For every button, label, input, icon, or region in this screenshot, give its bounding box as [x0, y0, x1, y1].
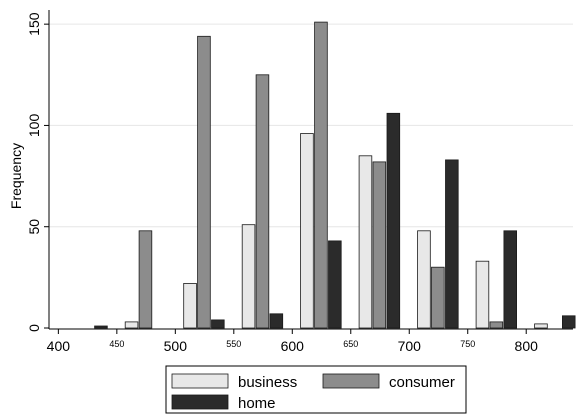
bar-business: [241, 224, 256, 329]
legend-label-business: business: [238, 374, 297, 391]
x-tick-label: 750: [460, 339, 475, 349]
x-tick-label: 550: [226, 339, 241, 349]
bars: [94, 21, 576, 329]
x-tick-label: 400: [47, 338, 71, 354]
legend-label-home: home: [238, 395, 276, 412]
bar-consumer: [255, 74, 270, 329]
bar-home: [269, 313, 284, 329]
bar-business: [475, 260, 490, 329]
bar-home: [94, 325, 108, 329]
bar-business: [358, 155, 373, 329]
x-tick-label: 500: [164, 338, 188, 354]
bar-business: [183, 282, 197, 329]
bar-consumer: [431, 266, 445, 329]
bar-home: [211, 319, 225, 329]
legend-label-consumer: consumer: [389, 374, 455, 391]
bar-home: [503, 230, 517, 329]
x-tick-label: 600: [281, 338, 305, 354]
x-tick-label: 800: [515, 338, 539, 354]
y-tick-label: 0: [26, 324, 42, 332]
y-tick-label: 50: [26, 219, 42, 235]
bar-business: [534, 323, 548, 329]
legend-swatch-business: [171, 373, 229, 389]
bar-home: [562, 315, 576, 329]
x-tick-label: 450: [109, 339, 124, 349]
legend-swatch-consumer: [322, 373, 380, 389]
axes: 0 50 100 150 400 450 500 550 600 650 700 750 800: [26, 10, 573, 354]
bar-business: [124, 321, 139, 329]
y-axis-label: Frequency: [8, 143, 24, 209]
y-tick-label: 100: [26, 114, 42, 138]
bar-home: [386, 112, 401, 329]
y-tick-label: 150: [26, 12, 42, 36]
x-tick-label: 650: [343, 339, 358, 349]
bar-home: [445, 159, 459, 329]
bar-business: [300, 133, 314, 329]
bar-consumer: [372, 161, 387, 329]
bar-consumer: [197, 35, 211, 329]
x-tick-label: 700: [398, 338, 422, 354]
legend-swatch-home: [171, 394, 229, 410]
bar-home: [328, 240, 342, 329]
bar-consumer: [138, 230, 153, 329]
bar-consumer: [314, 21, 328, 329]
legend: business consumer home: [165, 365, 467, 414]
bar-consumer: [489, 321, 504, 329]
bar-business: [417, 230, 431, 329]
